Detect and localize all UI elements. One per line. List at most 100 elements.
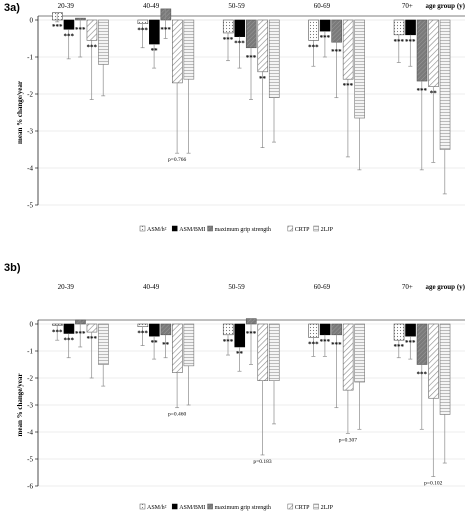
bar — [234, 323, 246, 348]
bar — [439, 323, 451, 415]
bar — [439, 19, 451, 150]
significance-label: *** — [394, 343, 405, 351]
legend-label: ASM/h² — [147, 227, 167, 233]
significance-label: *** — [63, 336, 74, 344]
significance-label: *** — [86, 335, 97, 343]
y-tick-label: 0 — [30, 321, 34, 329]
bar — [405, 19, 416, 36]
significance-label: *** — [417, 371, 428, 379]
significance-label: *** — [320, 34, 331, 42]
legend-swatch — [139, 225, 146, 232]
significance-label: *** — [405, 38, 416, 46]
bar — [86, 19, 98, 41]
legend: ASM/h² ASM/BMI maximum grip strength CRTP 2L… — [139, 503, 334, 511]
legend-swatch — [287, 503, 294, 510]
category-label: 40-49 — [143, 2, 160, 10]
significance-label: *** — [331, 341, 342, 349]
p-value-label: p=0.766 — [168, 157, 186, 163]
legend-label: 2LJP — [321, 505, 334, 511]
x-axis-label: age group (y) — [425, 2, 465, 10]
p-value-label: p=0.307 — [339, 437, 357, 443]
bar — [234, 19, 246, 37]
significance-label: *** — [137, 27, 148, 35]
significance-label: ** — [162, 341, 170, 349]
y-tick-label: -3 — [27, 402, 33, 410]
significance-label: *** — [86, 43, 97, 51]
significance-label: *** — [246, 54, 257, 62]
legend-swatch — [313, 225, 319, 232]
bar — [222, 19, 234, 34]
bar — [342, 19, 354, 80]
bar — [308, 19, 319, 41]
bar — [342, 323, 354, 391]
bar — [416, 323, 428, 365]
significance-label: ** — [151, 339, 159, 347]
significance-label: *** — [308, 341, 319, 349]
y-tick-label: -1 — [27, 54, 33, 62]
bar — [331, 323, 342, 336]
bar — [428, 323, 439, 399]
bar — [257, 19, 269, 73]
bar — [172, 19, 183, 84]
significance-label: *** — [343, 82, 354, 90]
bar — [63, 19, 75, 30]
bar — [52, 323, 63, 326]
y-tick-label: -1 — [27, 348, 33, 356]
bar — [86, 323, 98, 333]
bar — [319, 323, 331, 336]
bar — [354, 323, 365, 383]
legend: ASM/h² ASM/BMI maximum grip strength CRTP 2L… — [139, 225, 334, 233]
category-label: 60-69 — [314, 283, 331, 291]
significance-label: ** — [259, 75, 267, 83]
y-tick-label: -5 — [27, 456, 33, 464]
category-label: 50-59 — [228, 283, 245, 291]
significance-label: *** — [223, 338, 234, 346]
significance-label: *** — [52, 23, 63, 31]
significance-label: *** — [405, 339, 416, 347]
y-axis-label: mean % change/year — [16, 81, 24, 144]
legend-swatch — [171, 503, 178, 510]
significance-label: *** — [417, 87, 428, 95]
bar — [137, 323, 149, 328]
p-value-label: p=0.183 — [253, 459, 271, 465]
significance-label: *** — [320, 338, 331, 346]
significance-label: *** — [75, 26, 86, 34]
bar — [160, 323, 172, 336]
significance-label: *** — [223, 36, 234, 44]
legend-swatch — [207, 225, 213, 232]
significance-label: *** — [63, 32, 74, 40]
bar — [319, 19, 331, 32]
category-label: 20-39 — [58, 283, 75, 291]
y-tick-label: 0 — [30, 17, 34, 25]
category-label: 70+ — [402, 283, 413, 291]
significance-label: *** — [75, 330, 86, 338]
y-tick-label: -2 — [27, 375, 33, 383]
legend-label: ASM/BMI — [179, 227, 205, 233]
significance-label: *** — [331, 48, 342, 56]
bar — [245, 19, 257, 49]
significance-label: *** — [234, 40, 245, 48]
significance-label: *** — [394, 38, 405, 46]
bar — [98, 323, 109, 365]
bar — [63, 323, 75, 334]
legend-swatch — [171, 225, 178, 232]
panel-label: 3b) — [4, 262, 21, 274]
legend-swatch — [313, 503, 319, 510]
legend-label: ASM/BMI — [179, 505, 205, 511]
y-tick-label: -3 — [27, 128, 33, 136]
y-tick-label: -4 — [27, 429, 33, 437]
category-label: 20-39 — [58, 2, 75, 10]
panel-3a: 3a) 0 -1 -2 -3 -4 -5 mean % change/year age gro… — [0, 0, 474, 258]
significance-label: *** — [160, 26, 171, 34]
bar — [98, 19, 109, 65]
bar — [137, 19, 149, 24]
p-value-label: p=0.102 — [424, 481, 442, 487]
legend-label: ASM/h² — [147, 505, 167, 511]
significance-label: ** — [430, 90, 438, 98]
bar — [428, 19, 439, 87]
significance-label: ** — [151, 47, 159, 55]
y-axis-label: mean % change/year — [16, 374, 24, 437]
category-label: 40-49 — [143, 283, 160, 291]
legend-swatch — [139, 503, 146, 510]
